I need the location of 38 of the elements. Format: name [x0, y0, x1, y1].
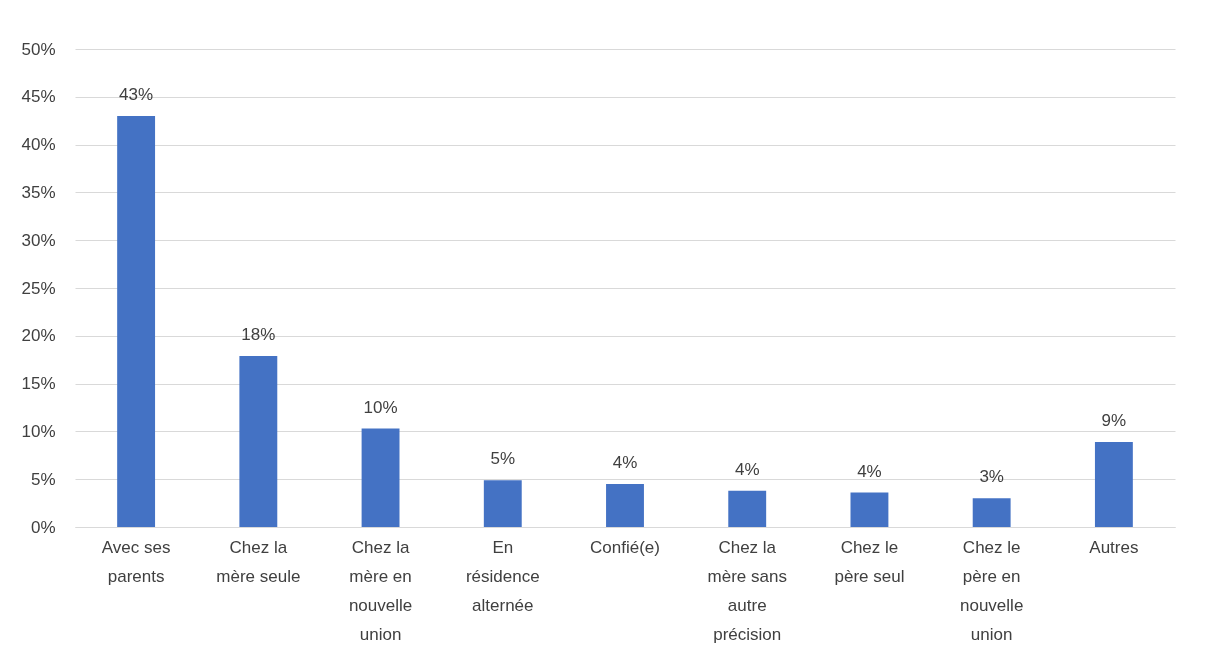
- x-tick-label: Chez la mère sans autre précision: [707, 537, 787, 644]
- data-label: 3%: [979, 467, 1004, 487]
- y-tick-label: 40%: [21, 135, 56, 155]
- y-tick-label: 35%: [21, 182, 56, 202]
- x-tick-label: En résidence alternée: [465, 537, 540, 615]
- data-label: 5%: [490, 449, 516, 469]
- y-tick-label: 30%: [21, 230, 56, 250]
- x-tick-label: Avec ses parents: [101, 537, 171, 586]
- y-tick-label: 15%: [21, 374, 56, 394]
- data-label: 4%: [734, 459, 760, 479]
- y-tick-label: 5%: [30, 469, 56, 489]
- bar: [728, 490, 767, 527]
- y-tick-label: 0%: [30, 517, 56, 537]
- data-label: 18%: [241, 324, 276, 344]
- bar: [850, 492, 889, 527]
- bar: [1094, 441, 1133, 527]
- bar: [239, 355, 278, 527]
- x-tick-label: Chez la mère en nouvelle union: [348, 537, 413, 644]
- bar: [606, 483, 644, 527]
- data-label: 4%: [612, 452, 638, 472]
- x-tick-label: Autres: [1089, 537, 1139, 557]
- x-tick-label: Confié(e): [590, 537, 660, 557]
- y-tick-label: 45%: [21, 87, 56, 107]
- bar: [117, 115, 156, 527]
- x-tick-label: Chez le père seul: [834, 537, 905, 586]
- x-tick-label: Chez le père en nouvelle union: [960, 537, 1024, 644]
- y-tick-label: 25%: [21, 278, 56, 298]
- bar: [483, 480, 522, 527]
- data-label: 9%: [1101, 410, 1127, 430]
- y-tick-label: 10%: [21, 421, 56, 441]
- x-tick-label: Chez la mère seule: [216, 537, 301, 586]
- data-label: 43%: [119, 84, 154, 104]
- y-tick-label: 20%: [21, 326, 56, 346]
- data-label: 10%: [363, 397, 398, 417]
- y-tick-label: 50%: [21, 39, 56, 59]
- bar: [361, 428, 400, 527]
- data-label: 4%: [857, 461, 882, 481]
- bar: [972, 498, 1011, 527]
